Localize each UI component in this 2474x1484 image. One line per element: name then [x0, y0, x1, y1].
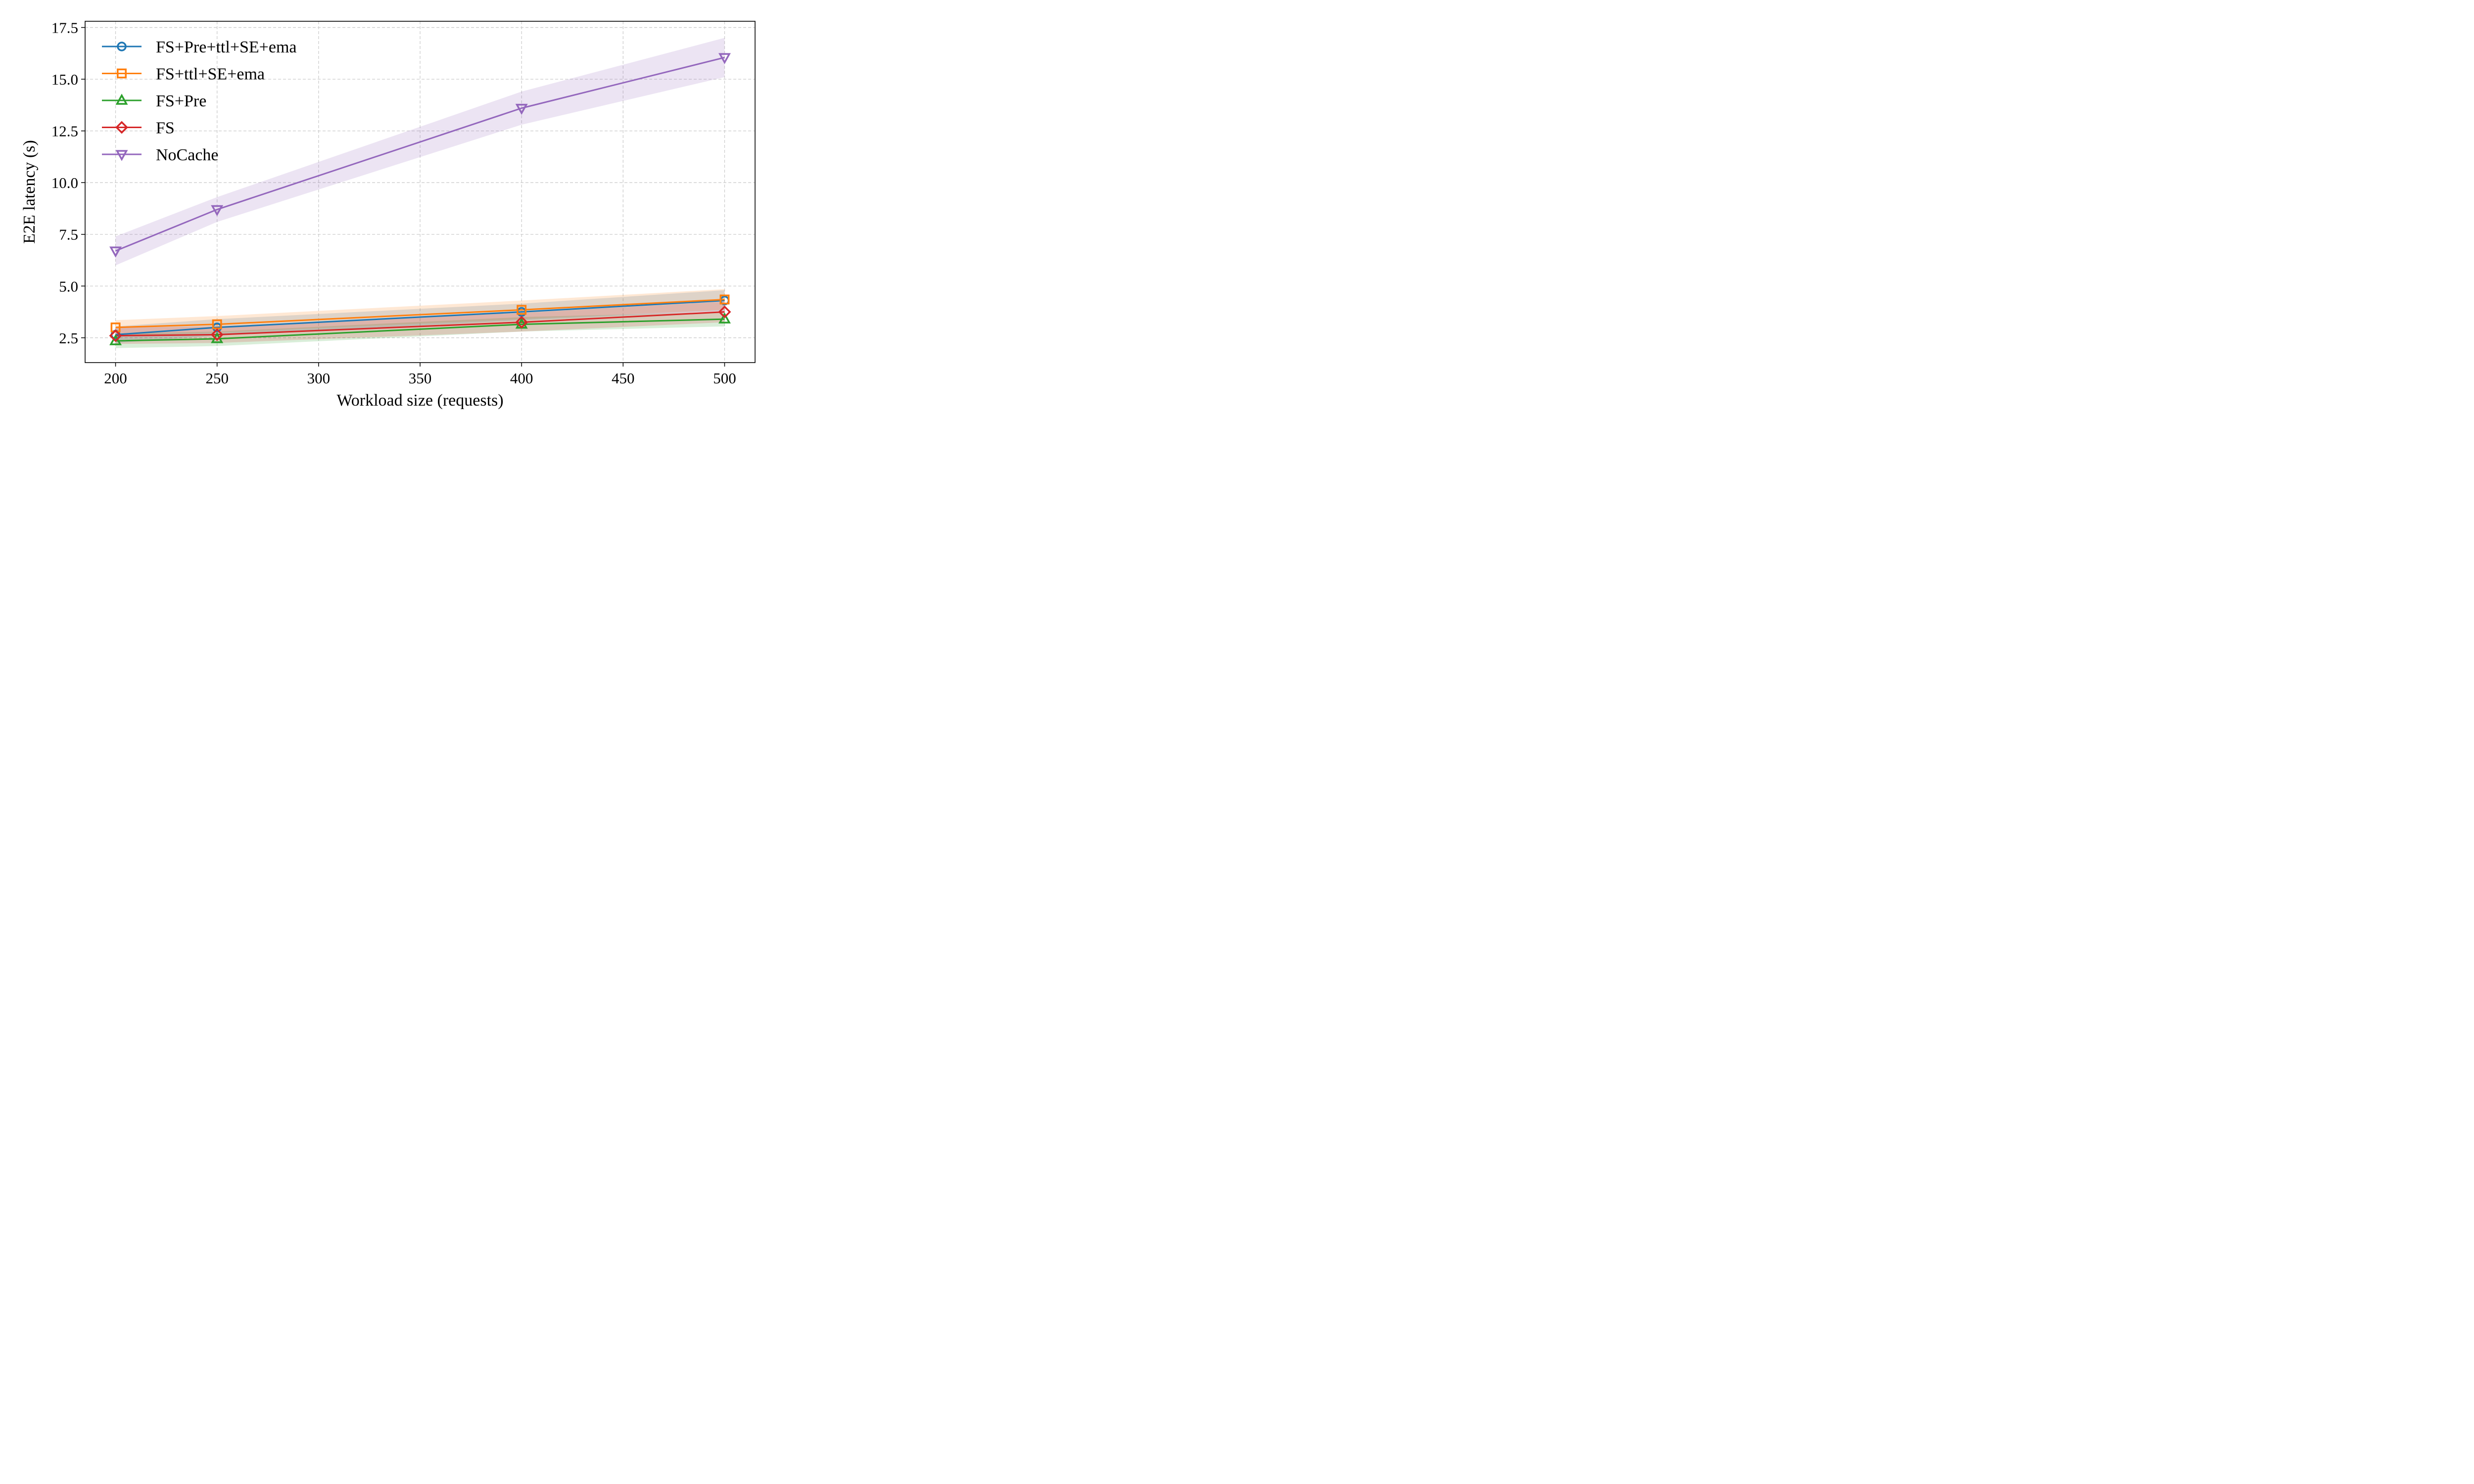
- point-fs-pre: [109, 334, 122, 345]
- line-fs-pre-ttl-se-ema: [115, 300, 725, 336]
- confidence-bands: [115, 38, 725, 348]
- x-tick-label: 200: [104, 370, 127, 387]
- point-fs-ttl-se-ema: [719, 294, 730, 305]
- legend-marker-fs: [115, 121, 128, 134]
- legend-label-fs-pre: FS+Pre: [156, 92, 206, 110]
- x-tick-label: 250: [205, 370, 229, 387]
- line-fs-ttl-se-ema: [115, 298, 725, 328]
- point-fs: [109, 329, 122, 342]
- x-tick-label: 400: [510, 370, 533, 387]
- line-fs: [115, 311, 725, 337]
- band-fs-pre: [115, 312, 725, 348]
- point-fs: [515, 316, 528, 329]
- point-fs-ttl-se-ema: [517, 305, 527, 315]
- point-fs-pre: [718, 312, 731, 324]
- legend-label-nocache: NoCache: [156, 146, 219, 164]
- legend-marker-fs-pre-ttl-se-ema: [117, 42, 127, 51]
- y-axis-label: E2E latency (s): [20, 140, 39, 244]
- series-markers: [109, 53, 731, 345]
- grid: [85, 21, 755, 363]
- legend-label-fs-pre-ttl-se-ema: FS+Pre+ttl+SE+ema: [156, 38, 296, 56]
- legend: FS+Pre+ttl+SE+ema FS+ttl+SE+ema FS+Pre FS No…: [102, 38, 296, 164]
- legend-marker-fs-ttl-se-ema: [117, 68, 127, 79]
- x-tick-label: 350: [409, 370, 432, 387]
- line-fs-pre: [115, 318, 725, 342]
- x-axis-ticks: 200 250 300 350 400 450 500: [104, 363, 736, 387]
- series-lines: [115, 56, 725, 342]
- y-tick-label: 12.5: [51, 123, 78, 140]
- point-fs: [210, 328, 224, 341]
- band-fs-ttl-se-ema: [115, 289, 725, 336]
- line-chart: 200 250 300 350 400 450 500 2.5 5.0 7.5 10.0 12.5 1…: [20, 19, 756, 410]
- y-tick-label: 7.5: [59, 226, 78, 243]
- legend-marker-fs-pre: [115, 93, 128, 105]
- y-tick-label: 2.5: [59, 329, 78, 347]
- chart-container: 200 250 300 350 400 450 500 2.5 5.0 7.5 10.0 12.5 1…: [0, 0, 772, 428]
- point-nocache: [515, 103, 528, 115]
- point-fs: [718, 305, 731, 319]
- point-nocache: [211, 205, 224, 217]
- y-tick-label: 17.5: [51, 19, 78, 37]
- x-tick-label: 450: [612, 370, 635, 387]
- legend-label-fs: FS: [156, 119, 175, 138]
- point-nocache: [718, 53, 731, 64]
- y-axis-ticks: 2.5 5.0 7.5 10.0 12.5 15.0 17.5: [51, 19, 85, 347]
- y-tick-label: 15.0: [51, 71, 78, 88]
- line-nocache: [115, 56, 725, 252]
- x-tick-label: 500: [713, 370, 736, 387]
- band-fs: [115, 301, 725, 344]
- x-axis-label: Workload size (requests): [336, 391, 503, 410]
- y-tick-label: 5.0: [59, 278, 78, 295]
- band-nocache: [115, 38, 725, 266]
- x-tick-label: 300: [307, 370, 331, 387]
- point-nocache: [109, 246, 122, 258]
- legend-marker-nocache: [115, 150, 128, 161]
- legend-label-fs-ttl-se-ema: FS+ttl+SE+ema: [156, 65, 265, 84]
- y-tick-label: 10.0: [51, 174, 78, 191]
